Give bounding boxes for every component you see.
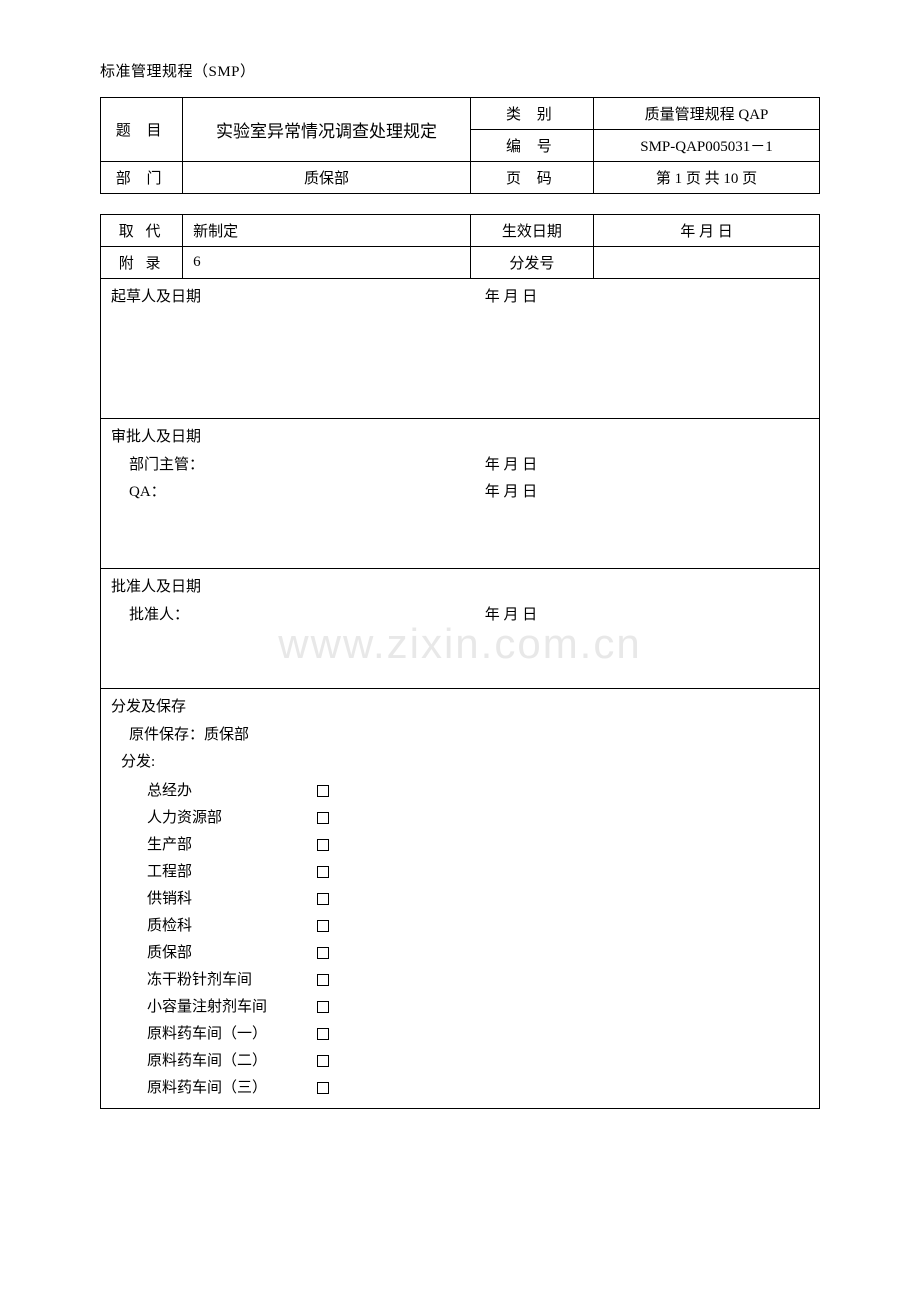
approver-line-label: 批准人： xyxy=(129,603,481,629)
checkbox-icon xyxy=(317,967,347,994)
reviewer-heading: 审批人及日期 xyxy=(111,425,809,451)
distribution-item-label: 原料药车间（二） xyxy=(147,1048,317,1075)
approver-heading: 批准人及日期 xyxy=(111,575,809,601)
checkbox-icon xyxy=(317,1075,347,1102)
appendix-label: 附 录 xyxy=(101,247,183,279)
appendix-value: 6 xyxy=(183,247,471,279)
list-item: 小容量注射剂车间 xyxy=(147,994,809,1021)
replace-value: 新制定 xyxy=(183,215,471,247)
original-keep: 原件保存：质保部 xyxy=(111,723,809,749)
distribution-item-label: 质检科 xyxy=(147,913,317,940)
title-value: 实验室异常情况调查处理规定 xyxy=(183,98,471,162)
checkbox-icon xyxy=(317,1048,347,1075)
number-value: SMP-QAP005031－1 xyxy=(594,130,820,162)
dispatch-label: 分发: xyxy=(111,750,809,776)
dept-value: 质保部 xyxy=(183,162,471,194)
distribution-item-label: 人力资源部 xyxy=(147,805,317,832)
drafter-date: 年 月 日 xyxy=(485,285,538,311)
list-item: 人力资源部 xyxy=(147,805,809,832)
document-content: 标准管理规程（SMP） 题 目 实验室异常情况调查处理规定 类 别 质量管理规程… xyxy=(100,60,820,1109)
replace-label: 取 代 xyxy=(101,215,183,247)
distribution-item-label: 质保部 xyxy=(147,940,317,967)
checkbox-icon xyxy=(317,778,347,805)
checkbox-icon xyxy=(317,1021,347,1048)
distribution-item-label: 原料药车间（三） xyxy=(147,1075,317,1102)
checkbox-icon xyxy=(317,994,347,1021)
checkbox-icon xyxy=(317,913,347,940)
distribution-heading: 分发及保存 xyxy=(111,695,809,721)
category-label: 类 别 xyxy=(470,98,593,130)
list-item: 总经办 xyxy=(147,778,809,805)
list-item: 冻干粉针剂车间 xyxy=(147,967,809,994)
list-item: 原料药车间（三） xyxy=(147,1075,809,1102)
reviewer-line1-date: 年 月 日 xyxy=(485,453,538,479)
reviewer-line2-label: QA： xyxy=(129,480,481,506)
dispatch-no-value xyxy=(594,247,820,279)
page-label: 页 码 xyxy=(470,162,593,194)
distribution-item-label: 总经办 xyxy=(147,778,317,805)
reviewer-line2-date: 年 月 日 xyxy=(485,480,538,506)
distribution-item-label: 工程部 xyxy=(147,859,317,886)
approver-line-date: 年 月 日 xyxy=(485,603,538,629)
effective-label: 生效日期 xyxy=(470,215,593,247)
distribution-section: 分发及保存 原件保存：质保部 分发: 总经办人力资源部生产部工程部供销科质检科质… xyxy=(101,689,820,1109)
effective-value: 年 月 日 xyxy=(594,215,820,247)
list-item: 供销科 xyxy=(147,886,809,913)
header-table: 题 目 实验室异常情况调查处理规定 类 别 质量管理规程 QAP 编 号 SMP… xyxy=(100,97,820,194)
list-item: 质检科 xyxy=(147,913,809,940)
dispatch-no-label: 分发号 xyxy=(470,247,593,279)
list-item: 工程部 xyxy=(147,859,809,886)
drafter-heading: 起草人及日期 xyxy=(111,285,481,311)
list-item: 原料药车间（一） xyxy=(147,1021,809,1048)
list-item: 质保部 xyxy=(147,940,809,967)
drafter-section: 起草人及日期 年 月 日 xyxy=(101,279,820,419)
checkbox-icon xyxy=(317,832,347,859)
number-label: 编 号 xyxy=(470,130,593,162)
list-item: 生产部 xyxy=(147,832,809,859)
distribution-item-label: 冻干粉针剂车间 xyxy=(147,967,317,994)
distribution-item-label: 供销科 xyxy=(147,886,317,913)
checkbox-icon xyxy=(317,886,347,913)
distribution-item-label: 原料药车间（一） xyxy=(147,1021,317,1048)
reviewer-line1-label: 部门主管： xyxy=(129,453,481,479)
category-value: 质量管理规程 QAP xyxy=(594,98,820,130)
distribution-item-label: 生产部 xyxy=(147,832,317,859)
dept-label: 部 门 xyxy=(101,162,183,194)
checkbox-icon xyxy=(317,859,347,886)
title-label: 题 目 xyxy=(101,98,183,162)
checkbox-icon xyxy=(317,805,347,832)
page-header: 标准管理规程（SMP） xyxy=(100,60,820,81)
approver-section: 批准人及日期 批准人： 年 月 日 xyxy=(101,569,820,689)
reviewer-section: 审批人及日期 部门主管： 年 月 日 QA： 年 月 日 xyxy=(101,419,820,569)
distribution-list: 总经办人力资源部生产部工程部供销科质检科质保部冻干粉针剂车间小容量注射剂车间原料… xyxy=(111,778,809,1102)
checkbox-icon xyxy=(317,940,347,967)
meta-table: 取 代 新制定 生效日期 年 月 日 附 录 6 分发号 起草人及日期 年 月 … xyxy=(100,214,820,1109)
list-item: 原料药车间（二） xyxy=(147,1048,809,1075)
distribution-item-label: 小容量注射剂车间 xyxy=(147,994,317,1021)
page-value: 第 1 页 共 10 页 xyxy=(594,162,820,194)
